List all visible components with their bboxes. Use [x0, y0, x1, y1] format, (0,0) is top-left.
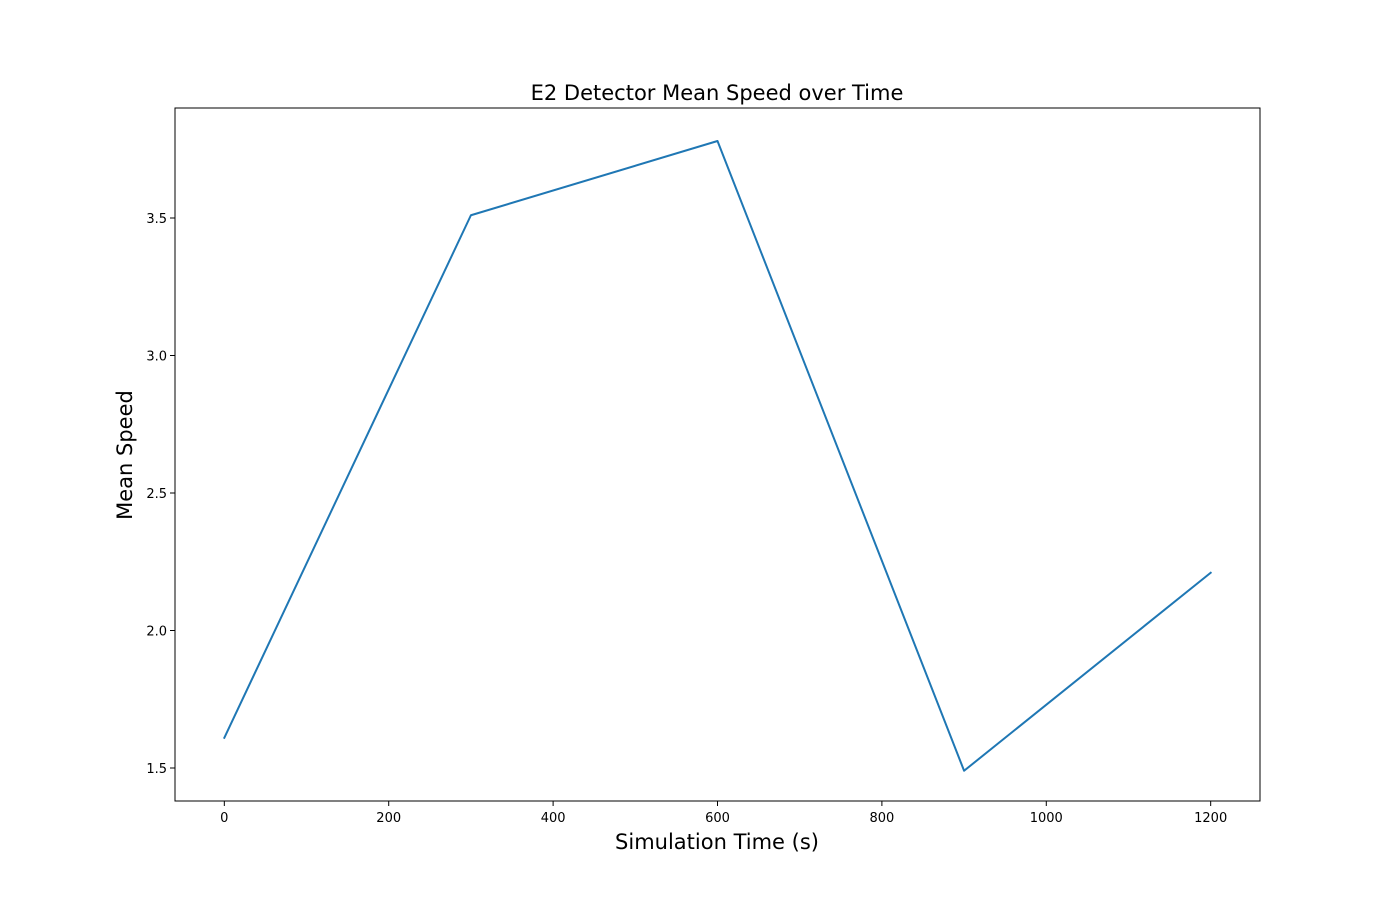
x-tick-label: 1000: [1030, 811, 1063, 826]
x-tick-label: 800: [869, 811, 894, 826]
y-tick-label: 2.0: [146, 625, 167, 640]
x-tick-label: 1200: [1194, 811, 1227, 826]
x-tick-label: 0: [220, 811, 228, 826]
chart-title: E2 Detector Mean Speed over Time: [531, 81, 904, 105]
x-axis-label: Simulation Time (s): [615, 830, 819, 854]
axes-frame: [174, 107, 1261, 802]
x-tick-label: 200: [376, 811, 401, 826]
x-tick-label: 600: [705, 811, 730, 826]
y-tick-label: 1.5: [146, 762, 167, 777]
y-tick-label: 3.5: [146, 212, 167, 227]
y-tick-label: 3.0: [146, 350, 167, 365]
y-tick-label: 2.5: [146, 487, 167, 502]
x-tick-label: 400: [541, 811, 566, 826]
series-line: [222, 140, 1213, 772]
y-axis-label: Mean Speed: [113, 390, 137, 520]
plot-area: 0 200 400 600 800 1000 1200 1.5 2.0 2.5 3.0 3.5: [146, 107, 1261, 826]
